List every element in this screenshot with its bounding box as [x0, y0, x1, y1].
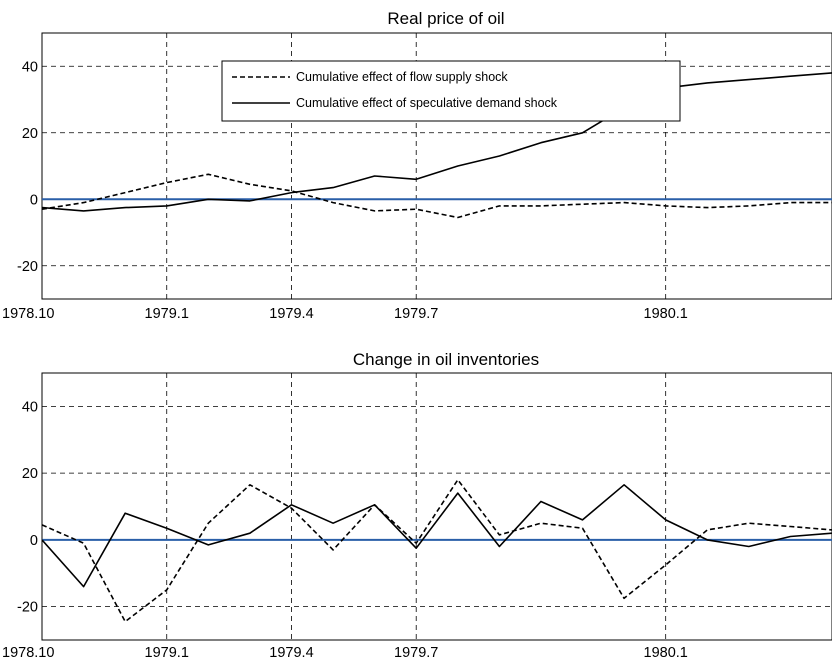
chart-title-oil-inventories: Change in oil inventories [353, 350, 539, 369]
x-tick-label: 1979.1 [145, 306, 189, 322]
plot-frame [41, 372, 832, 641]
legend-box [221, 60, 681, 122]
series-dashed-line-oil-inventories [42, 478, 832, 623]
y-tick-label: 40 [22, 399, 38, 415]
legend-label-speculative-demand: Cumulative effect of speculative demand … [296, 96, 558, 110]
x-tick-label: 1978.10 [2, 645, 54, 660]
panel-change-in-oil-inventories: Change in oil inventories -20 0 20 40 1978.1… [2, 350, 832, 660]
series-dashed-line-real-price [42, 173, 832, 219]
x-tick-label: 1979.4 [269, 306, 313, 322]
x-tick-label: 1978.10 [2, 306, 54, 322]
x-tick-label: 1979.7 [394, 306, 438, 322]
x-tick-label: 1979.1 [145, 645, 189, 660]
x-tick-label: 1980.1 [644, 645, 688, 660]
y-tick-label: 20 [22, 466, 38, 482]
plot-frame [41, 32, 832, 300]
plot-area-real-price: -20 0 20 40 1978.10 1979.1 1979.4 1979.7 1980.1 [2, 32, 832, 322]
y-tick-label: 0 [30, 533, 38, 549]
chart-title-real-price: Real price of oil [387, 9, 504, 28]
y-tick-label: 40 [22, 59, 38, 75]
legend-label-flow-supply: Cumulative effect of flow supply shock [296, 70, 508, 84]
y-tick-label: 0 [30, 192, 38, 208]
x-tick-label: 1979.4 [269, 645, 313, 660]
x-tick-label: 1979.7 [394, 645, 438, 660]
x-tick-label: 1980.1 [644, 306, 688, 322]
y-tick-label: 20 [22, 126, 38, 142]
panel-real-price-of-oil: Real price of oil -20 0 20 40 1978.10 1979.1 1… [2, 9, 832, 322]
series-solid-line-real-price [42, 72, 832, 212]
plot-area-oil-inventories: -20 0 20 40 1978.10 1979.1 1979.4 1979.7 1980.1 [2, 372, 832, 660]
y-tick-label: -20 [17, 600, 38, 616]
series-solid-line-oil-inventories [42, 483, 832, 588]
y-tick-label: -20 [17, 259, 38, 275]
legend: Cumulative effect of flow supply shock C… [221, 60, 681, 122]
